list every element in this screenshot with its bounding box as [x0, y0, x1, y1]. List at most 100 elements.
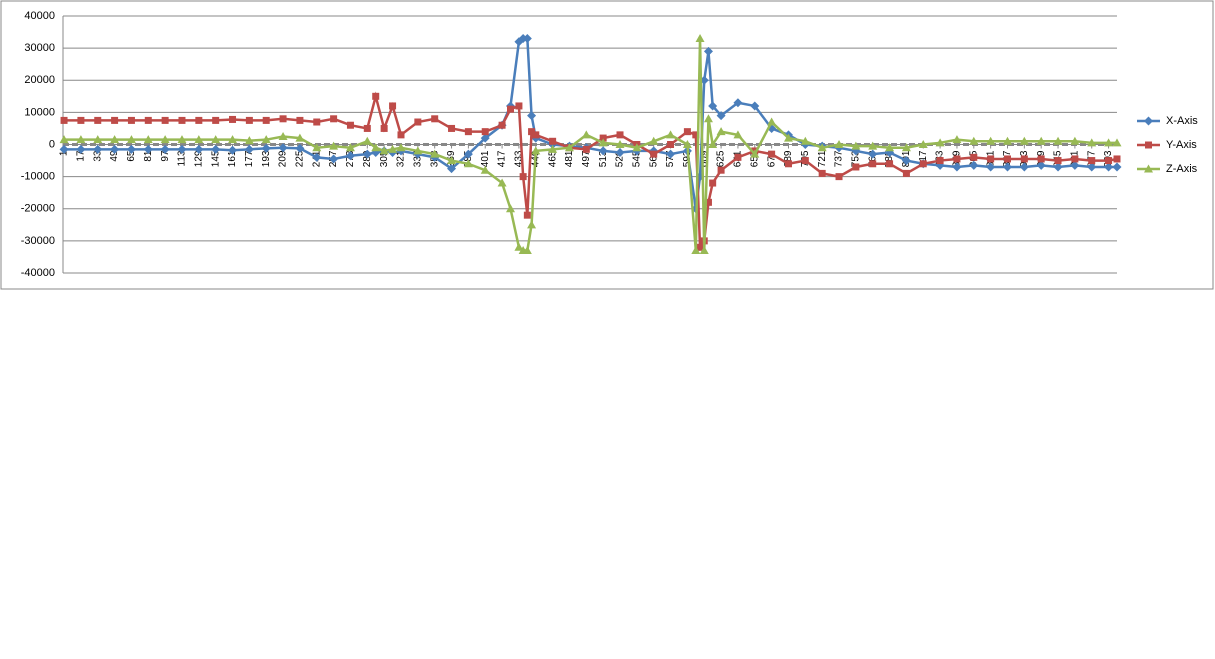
- marker: [869, 160, 877, 168]
- marker: [396, 143, 406, 152]
- x-tick-label: 97: [160, 150, 171, 162]
- marker: [295, 143, 305, 153]
- x-tick-label: 145: [210, 150, 221, 167]
- x-tick-label: 161: [227, 150, 238, 167]
- marker: [733, 98, 743, 108]
- marker: [211, 135, 221, 144]
- marker: [261, 135, 271, 144]
- marker: [616, 131, 624, 139]
- marker: [76, 144, 86, 154]
- marker: [632, 143, 642, 152]
- marker: [817, 143, 827, 152]
- marker: [699, 246, 709, 255]
- marker: [522, 246, 532, 255]
- marker: [615, 140, 625, 148]
- marker: [345, 151, 355, 161]
- marker: [818, 169, 826, 177]
- marker: [1036, 136, 1046, 145]
- marker: [380, 124, 388, 132]
- marker: [683, 128, 691, 136]
- marker: [397, 131, 405, 139]
- marker: [94, 116, 102, 124]
- marker: [885, 143, 895, 152]
- marker: [1088, 157, 1096, 165]
- marker: [312, 143, 322, 152]
- marker: [228, 145, 238, 155]
- marker: [195, 116, 203, 124]
- marker: [371, 143, 381, 152]
- marker: [431, 115, 439, 123]
- marker: [691, 246, 701, 255]
- marker: [346, 121, 354, 129]
- legend-marker: [1145, 141, 1152, 149]
- marker: [363, 124, 371, 132]
- x-tick-label: 657: [749, 150, 760, 167]
- legend-marker: [1144, 116, 1153, 126]
- marker: [481, 128, 489, 136]
- marker: [463, 159, 473, 168]
- marker: [59, 144, 69, 154]
- marker: [93, 135, 103, 144]
- marker: [262, 116, 270, 124]
- marker: [1112, 162, 1122, 172]
- x-tick-label: 81: [143, 150, 154, 162]
- marker: [703, 46, 713, 56]
- x-tick-label: 225: [295, 150, 306, 167]
- marker: [244, 136, 254, 145]
- marker: [76, 135, 86, 144]
- x-tick-label: 129: [193, 150, 204, 167]
- y-tick-label: -30000: [21, 235, 55, 247]
- marker: [211, 144, 221, 154]
- marker: [767, 117, 777, 126]
- marker: [1087, 162, 1097, 172]
- marker: [682, 140, 692, 148]
- y-tick-label: -20000: [21, 203, 55, 215]
- marker: [447, 156, 457, 165]
- marker: [666, 149, 676, 159]
- legend-marker: [1144, 164, 1153, 173]
- marker: [480, 165, 490, 174]
- x-tick-label: 433: [514, 150, 525, 167]
- marker: [734, 153, 742, 161]
- marker: [506, 204, 516, 213]
- marker: [969, 136, 979, 145]
- marker: [59, 135, 69, 144]
- x-tick-label: 33: [92, 150, 103, 162]
- legend-label: X-Axis: [1166, 115, 1198, 127]
- marker: [783, 133, 793, 142]
- marker: [1020, 155, 1028, 163]
- marker: [549, 137, 557, 145]
- marker: [522, 33, 532, 43]
- marker: [329, 154, 339, 164]
- marker: [886, 160, 894, 168]
- marker: [527, 220, 537, 229]
- marker: [801, 157, 809, 165]
- marker: [1019, 162, 1029, 172]
- marker: [362, 136, 372, 145]
- y-tick-label: 20000: [24, 74, 55, 86]
- x-tick-label: 609: [699, 150, 710, 167]
- marker: [194, 144, 204, 154]
- x-tick-label: 193: [261, 150, 272, 167]
- x-tick-label: 529: [615, 150, 626, 167]
- marker: [161, 116, 169, 124]
- marker: [228, 135, 238, 144]
- x-tick-label: 17: [76, 150, 87, 162]
- legend-label: Z-Axis: [1166, 163, 1198, 175]
- x-tick-label: 337: [412, 150, 423, 167]
- marker: [330, 115, 338, 123]
- marker: [852, 163, 860, 171]
- marker: [987, 155, 995, 163]
- marker: [126, 135, 136, 144]
- marker: [750, 149, 760, 158]
- x-tick-label: 401: [480, 150, 491, 167]
- marker: [834, 140, 844, 148]
- marker: [507, 105, 515, 113]
- marker: [901, 143, 911, 152]
- y-tick-label: 10000: [24, 106, 55, 118]
- y-tick-label: -10000: [21, 171, 55, 183]
- marker: [261, 143, 271, 153]
- marker: [548, 144, 558, 153]
- marker: [1002, 162, 1012, 172]
